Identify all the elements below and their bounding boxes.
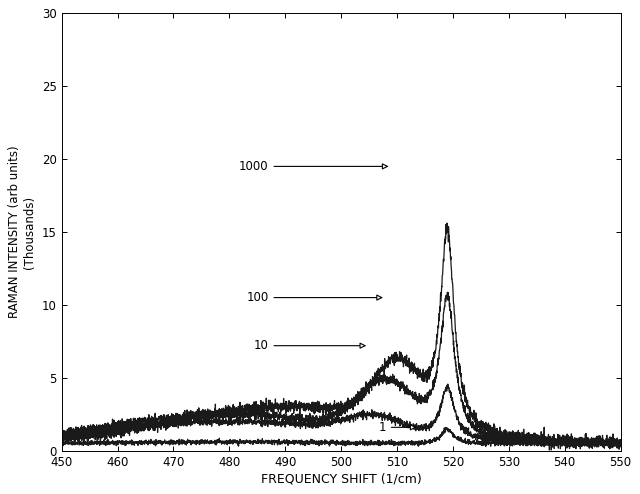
Text: 1: 1 xyxy=(378,421,415,434)
Text: 1000: 1000 xyxy=(239,160,387,173)
Y-axis label: RAMAN INTENSITY (arb units)
(Thousands): RAMAN INTENSITY (arb units) (Thousands) xyxy=(8,146,36,318)
Text: 100: 100 xyxy=(246,291,382,304)
Text: 10: 10 xyxy=(253,339,365,352)
X-axis label: FREQUENCY SHIFT (1/cm): FREQUENCY SHIFT (1/cm) xyxy=(260,473,422,486)
